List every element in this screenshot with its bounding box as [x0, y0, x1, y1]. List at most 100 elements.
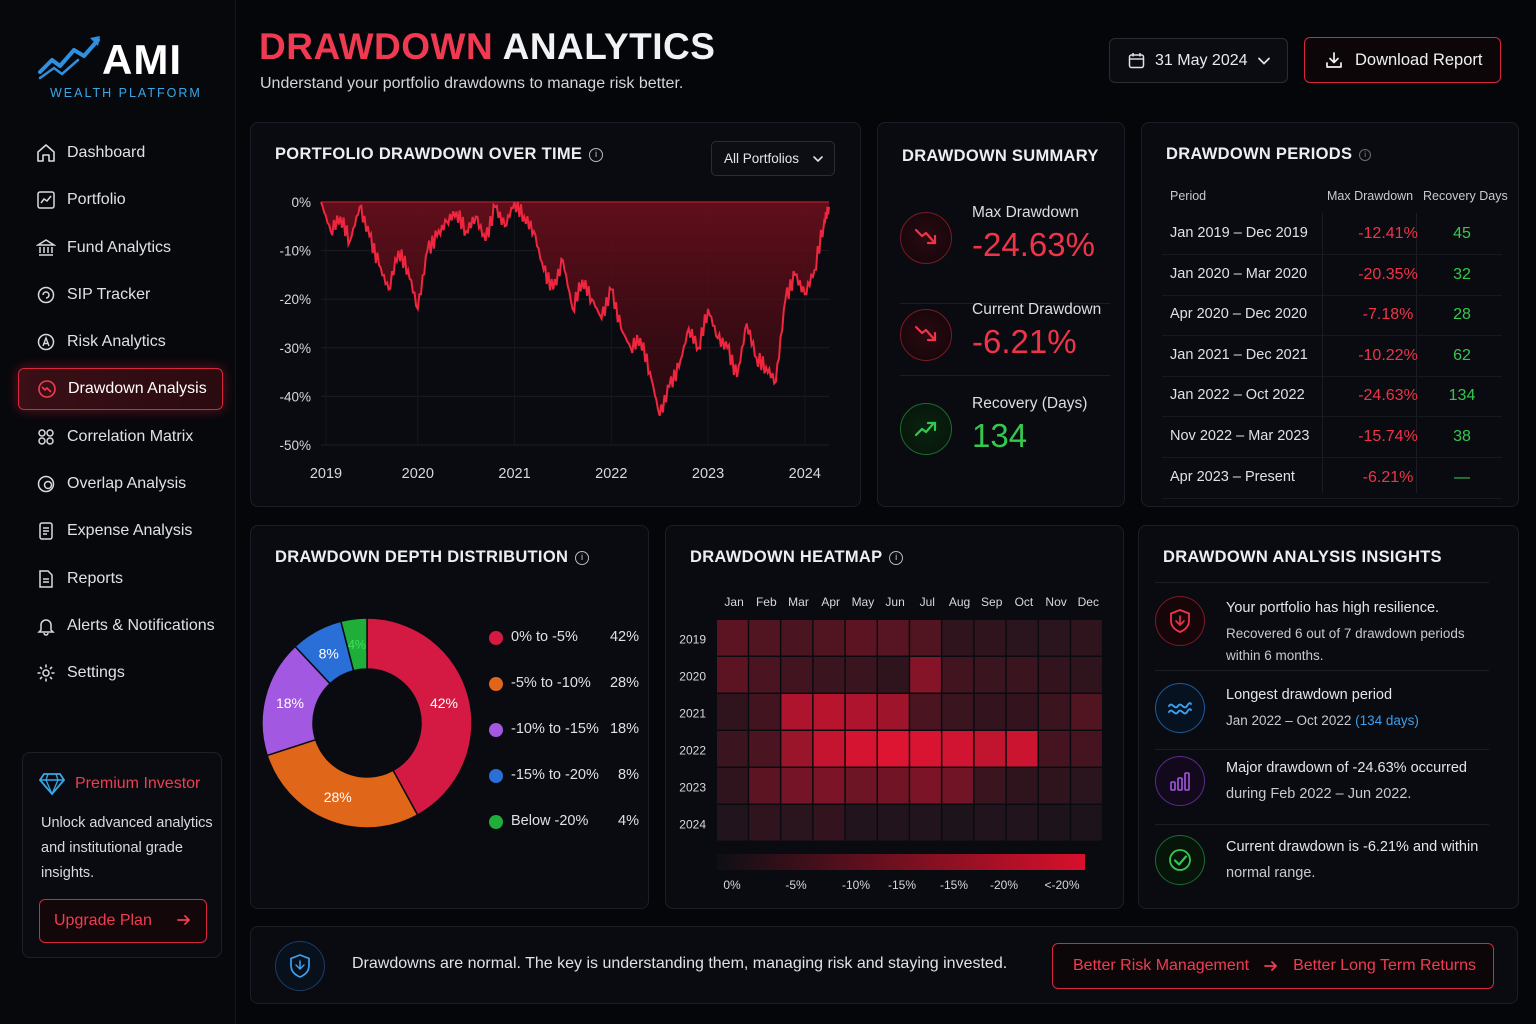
sidebar-item-overlap-analysis[interactable]: Overlap Analysis — [18, 463, 223, 505]
table-row[interactable]: Apr 2020 – Dec 2020 -7.18% 28 — [1162, 295, 1502, 337]
heatmap-cell[interactable] — [845, 768, 877, 804]
heatmap-cell[interactable] — [717, 620, 748, 656]
heatmap-cell[interactable] — [1006, 805, 1038, 841]
heatmap-cell[interactable] — [878, 805, 909, 841]
heatmap-cell[interactable] — [1039, 657, 1070, 693]
table-row[interactable]: Jan 2022 – Oct 2022 -24.63% 134 — [1162, 376, 1502, 418]
heatmap-cell[interactable] — [1039, 694, 1070, 730]
heatmap-cell[interactable] — [974, 731, 1006, 767]
table-row[interactable]: Jan 2020 – Mar 2020 -20.35% 32 — [1162, 255, 1502, 296]
donut-slice[interactable] — [266, 738, 419, 829]
heatmap-cell[interactable] — [942, 657, 974, 693]
heatmap-cell[interactable] — [781, 731, 813, 767]
heatmap-cell[interactable] — [974, 657, 1006, 693]
heatmap-cell[interactable] — [717, 805, 748, 841]
heatmap-cell[interactable] — [1006, 694, 1038, 730]
heatmap-cell[interactable] — [1006, 731, 1038, 767]
sidebar-item-correlation-matrix[interactable]: Correlation Matrix — [18, 416, 223, 458]
heatmap-cell[interactable] — [910, 805, 941, 841]
heatmap-cell[interactable] — [974, 694, 1006, 730]
heatmap-cell[interactable] — [813, 731, 845, 767]
heatmap-cell[interactable] — [813, 768, 845, 804]
heatmap-cell[interactable] — [845, 731, 877, 767]
heatmap-cell[interactable] — [878, 620, 909, 656]
heatmap-cell[interactable] — [813, 657, 845, 693]
info-icon[interactable]: i — [589, 148, 604, 162]
heatmap-cell[interactable] — [942, 620, 974, 656]
heatmap-cell[interactable] — [1039, 768, 1070, 804]
heatmap-cell[interactable] — [910, 620, 941, 656]
heatmap-cell[interactable] — [749, 657, 780, 693]
heatmap-cell[interactable] — [974, 620, 1006, 656]
sidebar-item-fund-analytics[interactable]: Fund Analytics — [18, 227, 223, 269]
heatmap-cell[interactable] — [845, 620, 877, 656]
info-icon[interactable]: i — [1359, 149, 1372, 161]
heatmap-cell[interactable] — [1039, 620, 1070, 656]
table-row[interactable]: Jan 2019 – Dec 2019 -12.41% 45 — [1162, 214, 1502, 255]
heatmap-cell[interactable] — [974, 768, 1006, 804]
sidebar-item-dashboard[interactable]: Dashboard — [18, 132, 223, 174]
heatmap-cell[interactable] — [717, 731, 748, 767]
heatmap-cell[interactable] — [1071, 805, 1102, 841]
heatmap-cell[interactable] — [878, 694, 909, 730]
portfolio-filter-select[interactable]: All Portfolios — [711, 141, 835, 176]
heatmap-cell[interactable] — [910, 731, 941, 767]
download-report-button[interactable]: Download Report — [1304, 37, 1501, 83]
heatmap-cell[interactable] — [878, 768, 909, 804]
heatmap-cell[interactable] — [845, 805, 877, 841]
logo[interactable]: AMI WEALTH PLATFORM — [38, 34, 200, 104]
heatmap-cell[interactable] — [942, 694, 974, 730]
donut-slice[interactable] — [339, 617, 368, 672]
table-row[interactable]: Nov 2022 – Mar 2023 -15.74% 38 — [1162, 417, 1502, 458]
heatmap-cell[interactable] — [1006, 620, 1038, 656]
info-icon[interactable]: i — [889, 551, 904, 565]
heatmap-cell[interactable] — [1071, 768, 1102, 804]
table-row[interactable]: Jan 2021 – Dec 2021 -10.22% 62 — [1162, 336, 1502, 377]
heatmap-cell[interactable] — [942, 768, 974, 804]
heatmap-cell[interactable] — [974, 805, 1006, 841]
heatmap-cell[interactable] — [813, 620, 845, 656]
heatmap-cell[interactable] — [781, 805, 813, 841]
heatmap-cell[interactable] — [910, 694, 941, 730]
heatmap-cell[interactable] — [910, 657, 941, 693]
heatmap-cell[interactable] — [942, 805, 974, 841]
heatmap-cell[interactable] — [845, 694, 877, 730]
heatmap-cell[interactable] — [1071, 620, 1102, 656]
heatmap-cell[interactable] — [749, 694, 780, 730]
sidebar-item-alerts-notifications[interactable]: Alerts & Notifications — [18, 605, 223, 647]
heatmap-cell[interactable] — [781, 620, 813, 656]
heatmap-cell[interactable] — [813, 694, 845, 730]
heatmap-cell[interactable] — [749, 731, 780, 767]
sidebar-item-settings[interactable]: Settings — [18, 652, 223, 694]
heatmap-cell[interactable] — [878, 731, 909, 767]
heatmap-cell[interactable] — [1071, 731, 1102, 767]
heatmap-cell[interactable] — [1071, 694, 1102, 730]
heatmap-cell[interactable] — [910, 768, 941, 804]
heatmap-cell[interactable] — [781, 657, 813, 693]
risk-returns-cta-button[interactable]: Better Risk Management Better Long Term … — [1052, 943, 1494, 989]
heatmap-cell[interactable] — [717, 694, 748, 730]
heatmap-cell[interactable] — [1071, 657, 1102, 693]
sidebar-item-expense-analysis[interactable]: Expense Analysis — [18, 510, 223, 552]
heatmap-cell[interactable] — [749, 768, 780, 804]
heatmap-cell[interactable] — [813, 805, 845, 841]
donut-slice[interactable] — [366, 617, 473, 817]
heatmap-cell[interactable] — [1006, 768, 1038, 804]
sidebar-item-risk-analytics[interactable]: Risk Analytics — [18, 321, 223, 363]
heatmap-cell[interactable] — [1039, 731, 1070, 767]
sidebar-item-drawdown-analysis[interactable]: Drawdown Analysis — [18, 368, 223, 411]
sidebar-item-portfolio[interactable]: Portfolio — [18, 179, 223, 221]
heatmap-cell[interactable] — [749, 805, 780, 841]
heatmap-cell[interactable] — [781, 768, 813, 804]
sidebar-item-sip-tracker[interactable]: SIP Tracker — [18, 274, 223, 316]
table-row[interactable]: Apr 2023 – Present -6.21% — — [1162, 458, 1502, 499]
heatmap-cell[interactable] — [1006, 657, 1038, 693]
heatmap-cell[interactable] — [749, 620, 780, 656]
sidebar-item-reports[interactable]: Reports — [18, 558, 223, 600]
heatmap-cell[interactable] — [1039, 805, 1070, 841]
heatmap-cell[interactable] — [878, 657, 909, 693]
heatmap-cell[interactable] — [717, 768, 748, 804]
date-picker[interactable]: 31 May 2024 — [1109, 38, 1288, 83]
upgrade-plan-button[interactable]: Upgrade Plan — [39, 899, 207, 943]
heatmap-cell[interactable] — [717, 657, 748, 693]
